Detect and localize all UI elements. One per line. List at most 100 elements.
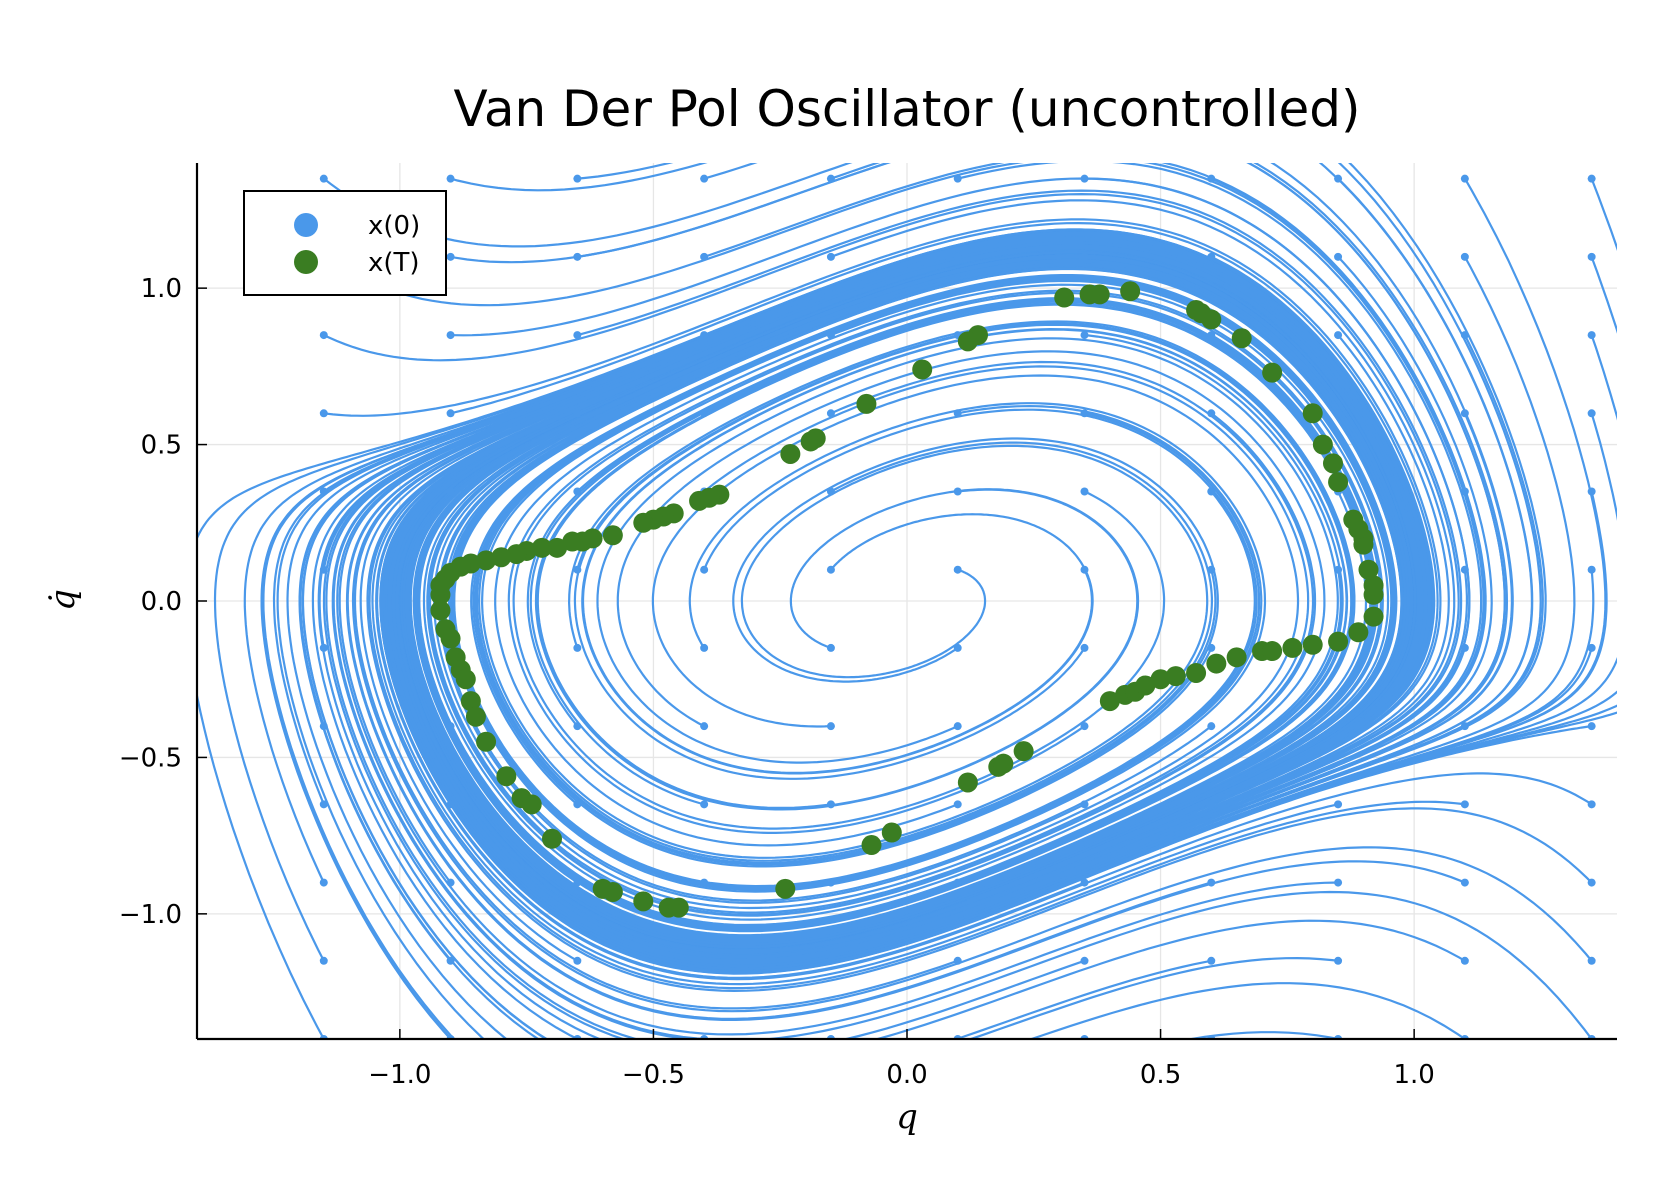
initial-state-point (319, 878, 328, 887)
final-state-point (1363, 606, 1384, 627)
y-tick-label: 1.0 (141, 274, 182, 304)
final-state-point (1206, 653, 1227, 674)
initial-state-point (1080, 409, 1089, 418)
initial-state-point (573, 409, 582, 418)
initial-state-point (573, 722, 582, 731)
initial-state-point (1080, 643, 1089, 652)
initial-state-point (953, 487, 962, 496)
initial-state-point (826, 722, 835, 731)
x-tick-label: −0.5 (622, 1060, 685, 1090)
final-state-point (633, 512, 654, 533)
initial-state-point (1460, 956, 1469, 965)
initial-state-point (1080, 487, 1089, 496)
final-state-point (1013, 741, 1034, 762)
initial-state-point (1587, 800, 1596, 809)
final-state-point (1099, 691, 1120, 712)
final-state-point (1328, 472, 1349, 493)
initial-state-point (319, 565, 328, 574)
initial-state-point (826, 643, 835, 652)
y-tick-label: 0.5 (141, 431, 182, 461)
initial-state-point (573, 878, 582, 887)
initial-state-point (1207, 878, 1216, 887)
final-state-point (780, 443, 801, 464)
initial-state-point (1334, 252, 1343, 261)
final-state-point (1231, 328, 1252, 349)
initial-state-point (319, 331, 328, 340)
initial-state-point (953, 565, 962, 574)
initial-state-point (1207, 487, 1216, 496)
final-state-point (1343, 509, 1364, 530)
final-state-markers (430, 281, 1384, 918)
initial-state-point (1207, 722, 1216, 731)
initial-state-point (700, 565, 709, 574)
final-state-point (547, 537, 568, 558)
initial-state-point (700, 956, 709, 965)
final-state-point (1186, 300, 1207, 321)
tick-labels: −1.0 −0.5 0.0 0.5 1.0 −1.0 −0.5 0.0 0.5 1.0 (119, 274, 1435, 1090)
initial-state-point (700, 800, 709, 809)
x-tick-label: 0.5 (1140, 1060, 1181, 1090)
final-state-point (1323, 453, 1343, 474)
initial-state-point (573, 800, 582, 809)
initial-state-markers (319, 174, 1596, 1039)
final-state-point (1312, 434, 1333, 455)
final-state-point (668, 897, 689, 918)
final-state-point (1358, 559, 1379, 580)
x-tick-label: −1.0 (368, 1060, 431, 1090)
initial-state-point (700, 252, 709, 261)
final-state-point (856, 393, 877, 414)
initial-state-point (1587, 252, 1596, 261)
initial-state-point (1587, 487, 1596, 496)
final-state-point (1282, 637, 1303, 658)
initial-state-point (1207, 800, 1216, 809)
initial-state-point (1587, 722, 1596, 731)
initial-state-point (319, 722, 328, 731)
initial-state-point (1334, 331, 1343, 340)
y-axis-label: q̇ (43, 589, 83, 611)
x-tick-label: 0.0 (886, 1060, 927, 1090)
final-state-point (562, 531, 583, 552)
final-state-point (912, 359, 933, 380)
final-state-point (521, 794, 542, 815)
final-state-point (993, 753, 1014, 774)
initial-state-point (1207, 174, 1216, 183)
initial-state-point (1334, 878, 1343, 887)
initial-state-point (953, 956, 962, 965)
initial-state-point (826, 878, 835, 887)
initial-state-point (700, 878, 709, 887)
initial-state-point (1207, 252, 1216, 261)
initial-state-point (826, 487, 835, 496)
initial-state-point (1460, 487, 1469, 496)
final-state-point (957, 331, 978, 352)
final-state-point (1150, 669, 1171, 690)
final-state-point (476, 731, 497, 752)
initial-state-point (953, 409, 962, 418)
initial-state-point (573, 643, 582, 652)
final-state-point (800, 431, 821, 452)
trajectories (197, 163, 1617, 1039)
final-state-point (1226, 647, 1247, 668)
initial-state-point (573, 331, 582, 340)
initial-state-point (1460, 565, 1469, 574)
final-state-point (861, 835, 882, 856)
initial-state-point (1334, 722, 1343, 731)
initial-state-point (1080, 956, 1089, 965)
y-tick-label: −0.5 (119, 743, 182, 773)
initial-state-point (1334, 800, 1343, 809)
final-state-point (1348, 622, 1369, 643)
legend: x(0) x(T) (243, 190, 447, 296)
initial-state-point (700, 722, 709, 731)
initial-state-point (1460, 174, 1469, 183)
initial-state-point (446, 174, 455, 183)
initial-state-point (1080, 878, 1089, 887)
final-state-point (1186, 662, 1207, 683)
initial-state-point (1460, 409, 1469, 418)
initial-state-point (826, 565, 835, 574)
legend-marker-initial (294, 213, 318, 237)
final-state-point (491, 547, 512, 568)
y-tick-label: 0.0 (141, 587, 182, 617)
final-state-point (775, 878, 796, 899)
final-state-point (1165, 666, 1186, 687)
initial-state-point (1080, 800, 1089, 809)
